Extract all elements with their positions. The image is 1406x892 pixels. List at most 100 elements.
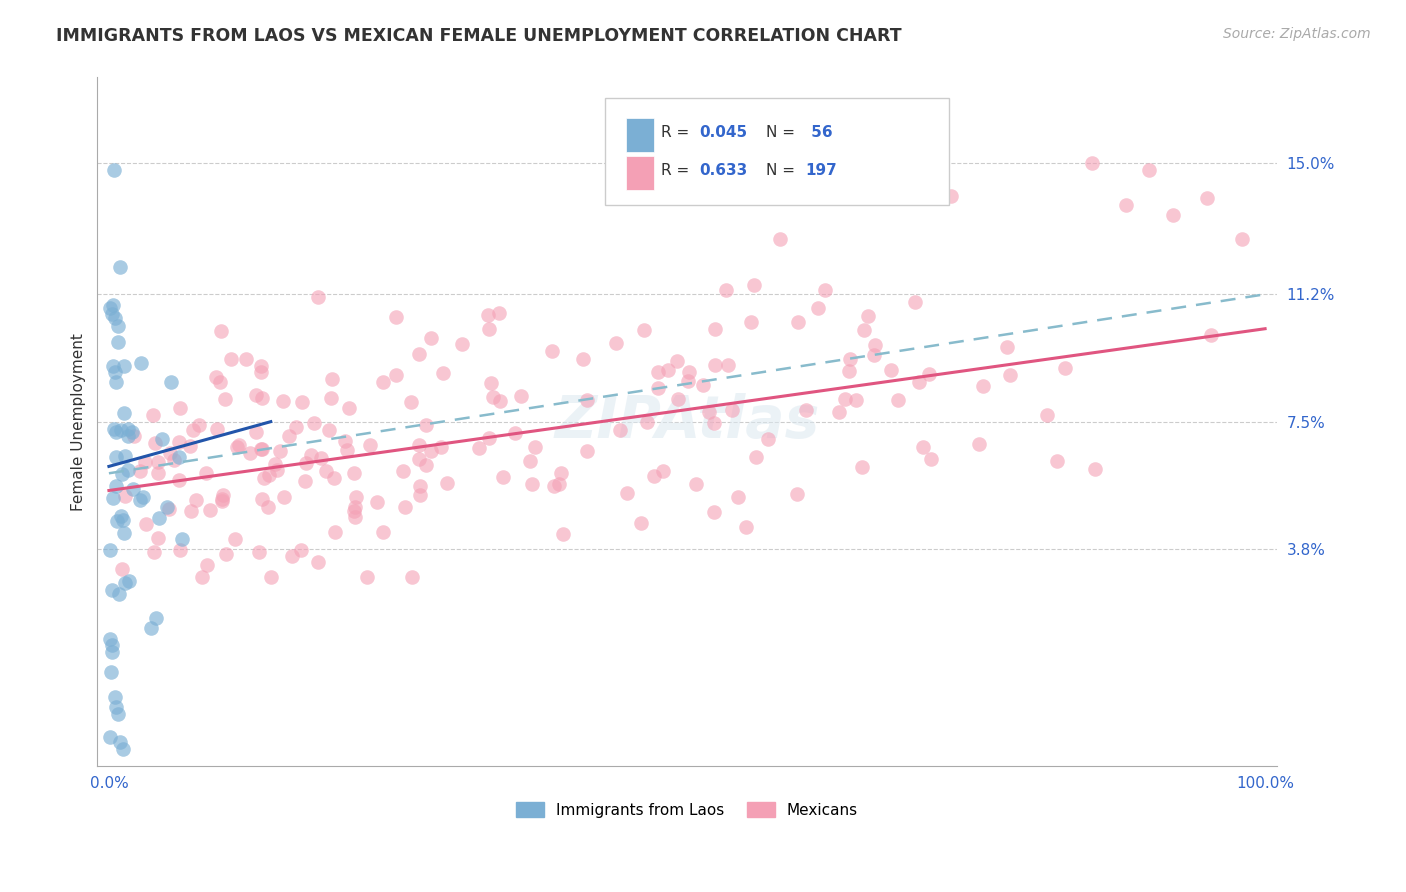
Point: [256, 500, 278, 514]
Point: [225, 440, 247, 454]
Point: [162, 453, 184, 467]
Point: [266, 463, 288, 477]
Point: [343, 466, 366, 480]
Point: [636, 415, 658, 429]
Point: [129, 493, 152, 508]
Point: [112, 526, 135, 541]
Point: [1053, 360, 1076, 375]
Point: [121, 425, 143, 440]
Point: [576, 392, 599, 407]
Point: [419, 443, 441, 458]
Point: [169, 401, 191, 416]
Point: [714, 284, 737, 298]
Point: [838, 364, 860, 378]
Point: [478, 322, 501, 336]
Point: [245, 425, 267, 439]
Point: [250, 365, 273, 379]
Point: [235, 352, 257, 367]
Point: [294, 474, 316, 488]
Point: [651, 464, 673, 478]
Point: [142, 408, 165, 422]
Point: [105, 478, 128, 492]
Point: [181, 424, 204, 438]
Point: [1161, 208, 1184, 222]
Point: [309, 450, 332, 465]
Point: [110, 735, 132, 749]
Point: [98, 730, 121, 744]
Point: [643, 468, 665, 483]
Point: [117, 429, 139, 443]
Point: [704, 358, 727, 372]
Point: [209, 324, 232, 338]
Point: [336, 442, 359, 457]
Point: [117, 422, 139, 436]
Point: [112, 513, 135, 527]
Point: [399, 395, 422, 409]
Point: [356, 569, 378, 583]
Point: [139, 621, 162, 635]
Point: [740, 315, 762, 329]
Point: [865, 337, 887, 351]
Point: [211, 492, 233, 507]
Point: [666, 353, 689, 368]
Point: [344, 500, 367, 514]
Point: [228, 438, 250, 452]
Point: [488, 305, 510, 319]
Point: [834, 392, 856, 406]
Point: [111, 741, 134, 756]
Point: [394, 500, 416, 515]
Point: [145, 610, 167, 624]
Point: [543, 479, 565, 493]
Point: [318, 423, 340, 437]
Point: [129, 464, 152, 478]
Point: [157, 502, 180, 516]
Point: [195, 558, 218, 573]
Point: [250, 491, 273, 506]
Point: [1000, 368, 1022, 382]
Point: [280, 549, 302, 563]
Point: [98, 542, 121, 557]
Point: [1139, 163, 1161, 178]
Point: [609, 423, 631, 437]
Point: [169, 543, 191, 558]
Point: [519, 454, 541, 468]
Point: [918, 367, 941, 381]
Point: [657, 363, 679, 377]
Point: [101, 582, 124, 597]
Point: [156, 500, 179, 514]
Point: [307, 555, 329, 569]
Y-axis label: Female Unemployment: Female Unemployment: [72, 333, 86, 510]
Point: [478, 431, 501, 445]
Point: [703, 322, 725, 336]
Point: [110, 423, 132, 437]
Point: [100, 665, 122, 679]
Point: [540, 343, 562, 358]
Point: [122, 429, 145, 443]
Point: [488, 394, 510, 409]
Point: [285, 419, 308, 434]
Point: [995, 340, 1018, 354]
Point: [409, 488, 432, 502]
Point: [727, 490, 749, 504]
Point: [291, 395, 314, 409]
Point: [273, 490, 295, 504]
Point: [337, 401, 360, 415]
Point: [768, 232, 790, 246]
Point: [179, 439, 201, 453]
Point: [678, 365, 700, 379]
Point: [107, 319, 129, 334]
Point: [98, 301, 121, 315]
Point: [269, 443, 291, 458]
Point: [122, 482, 145, 496]
Point: [333, 434, 356, 448]
Point: [969, 436, 991, 450]
Point: [685, 476, 707, 491]
Text: ZIPAtlas: ZIPAtlas: [554, 393, 820, 450]
Point: [98, 632, 121, 646]
Point: [415, 417, 437, 432]
Point: [703, 505, 725, 519]
Point: [105, 450, 128, 464]
Point: [548, 477, 571, 491]
Point: [666, 392, 689, 406]
Point: [159, 446, 181, 460]
